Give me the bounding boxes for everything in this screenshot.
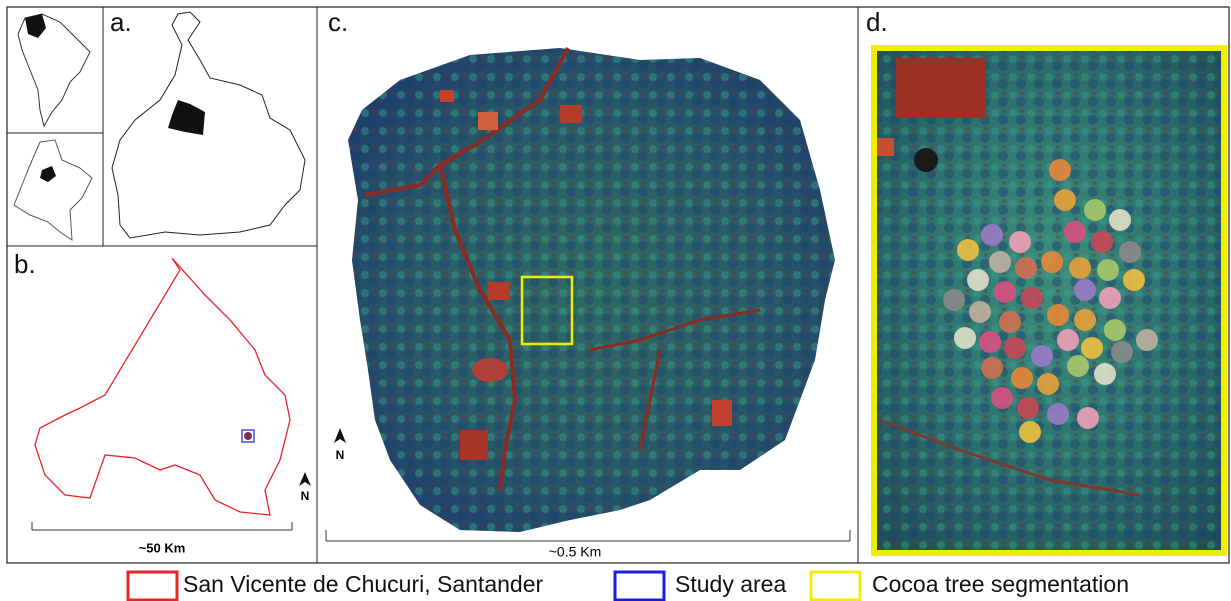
tree-crown: [1047, 403, 1069, 425]
tree-crown: [1049, 159, 1071, 181]
tree-crown: [1015, 257, 1037, 279]
tree-crown: [1004, 337, 1026, 359]
tree-crown: [979, 331, 1001, 353]
tree-crown: [1109, 209, 1131, 231]
building: [876, 138, 894, 156]
tree-crown: [1057, 329, 1079, 351]
legend-label: Study area: [675, 571, 786, 597]
legend-swatch: [128, 572, 177, 600]
tree-crown: [1074, 309, 1096, 331]
tree-crown: [1123, 269, 1145, 291]
tree-crown: [1091, 231, 1113, 253]
tree-crown: [1081, 337, 1103, 359]
figure: a. ~50 Km N b. ~0.5 Km N c. d. San Vicen…: [0, 0, 1231, 601]
legend-label: San Vicente de Chucuri, Santander: [183, 571, 543, 597]
tree-crown: [957, 239, 979, 261]
building: [896, 58, 986, 118]
building: [472, 358, 508, 382]
north-arrow: [299, 472, 311, 486]
building: [460, 430, 488, 460]
panel-label: c.: [328, 7, 348, 37]
tree-crown: [1111, 341, 1133, 363]
colombia-fill: [25, 14, 46, 38]
tree-crown: [1047, 304, 1069, 326]
tree-crown: [1084, 199, 1106, 221]
building: [488, 282, 510, 300]
tree-crown: [994, 281, 1016, 303]
tree-crown: [1031, 345, 1053, 367]
tree-crown: [1069, 257, 1091, 279]
tree-crown: [1019, 421, 1041, 443]
orthomosaic-texture: [348, 48, 835, 532]
tree-crown: [1041, 251, 1063, 273]
tree-crown: [1021, 287, 1043, 309]
tree-crown: [1009, 231, 1031, 253]
building: [478, 112, 498, 130]
tree-crown: [1104, 319, 1126, 341]
tree-crown: [943, 289, 965, 311]
scale-label: ~50 Km: [139, 540, 186, 555]
tree-crown: [954, 327, 976, 349]
tree-crown: [991, 387, 1013, 409]
page: {"panels": [ {"label": "a."}, {"label": …: [0, 0, 1231, 601]
tree-crown: [1074, 279, 1096, 301]
department-outline: [112, 12, 305, 238]
municipality-outline: [35, 258, 290, 515]
legend-swatch: [811, 572, 860, 600]
tree-crown: [999, 311, 1021, 333]
north-arrow: [334, 428, 346, 443]
panel-label: b.: [14, 249, 36, 279]
tree-crown: [1136, 329, 1158, 351]
tree-crown: [1037, 373, 1059, 395]
tree-crown: [1011, 367, 1033, 389]
tree-crown: [1067, 355, 1089, 377]
tree-crown: [981, 357, 1003, 379]
tree-crown: [1099, 287, 1121, 309]
tree-crown: [1077, 407, 1099, 429]
municipality-fill: [168, 100, 205, 135]
tree-crown: [1119, 241, 1141, 263]
tree-crown: [969, 301, 991, 323]
building: [440, 90, 454, 102]
zoomed-texture: [874, 48, 1224, 553]
scale-label: ~0.5 Km: [549, 544, 602, 560]
department-fill: [40, 166, 56, 182]
tree-crown: [967, 269, 989, 291]
panel-label: a.: [110, 7, 132, 37]
tank: [914, 148, 938, 172]
north-label: N: [301, 489, 310, 503]
tree-crown: [1017, 397, 1039, 419]
study-area-fill: [244, 432, 252, 440]
country-outline: [14, 140, 92, 240]
building: [560, 105, 582, 123]
building: [712, 400, 732, 426]
legend-swatch: [615, 572, 664, 600]
tree-crown: [1094, 363, 1116, 385]
north-label: N: [336, 448, 345, 462]
legend-label: Cocoa tree segmentation: [872, 571, 1129, 597]
tree-crown: [1097, 259, 1119, 281]
tree-crown: [981, 224, 1003, 246]
tree-crown: [1064, 221, 1086, 243]
panel-label: d.: [866, 7, 888, 37]
tree-crown: [1054, 189, 1076, 211]
tree-crown: [989, 251, 1011, 273]
